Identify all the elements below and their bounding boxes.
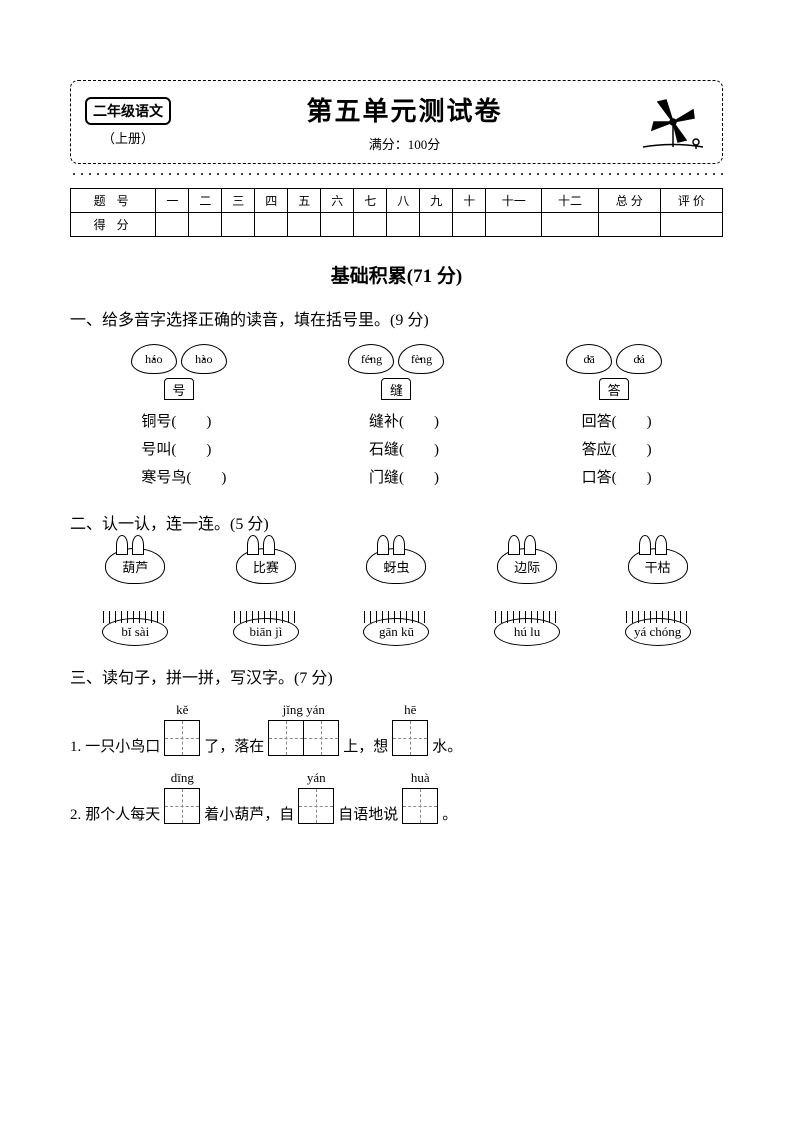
write-box-row (402, 788, 438, 824)
write-box[interactable] (402, 788, 438, 824)
rabbit-shape[interactable]: 干枯 (628, 548, 688, 584)
score-row-values: 得 分 (71, 213, 723, 237)
q3-container: 1.一只小鸟口 kě 了，落在 jǐng yán 上，想 hē 水。 2.那个人每天 dīng 着… (70, 702, 723, 824)
write-box[interactable] (303, 720, 339, 756)
row-label: 题 号 (71, 189, 156, 213)
full-score: 满分：100分 (191, 134, 618, 153)
pot-char: 缝 (381, 378, 411, 400)
cloud: féng (348, 344, 394, 374)
sentence-text: 上，想 (343, 735, 388, 756)
score-row-header: 题 号 一 二 三 四 五 六 七 八 九 十 十一 十二 总 分 评 价 (71, 189, 723, 213)
cloud-group: háo hào 号 (131, 344, 227, 400)
word-item[interactable]: 寒号鸟( ) (141, 464, 226, 492)
sentence-text: 那个人每天 (85, 803, 160, 824)
main-title: 第五单元测试卷 (191, 91, 618, 128)
pinyin-label: jǐng yán (283, 702, 325, 718)
cloud: fèng (398, 344, 444, 374)
sentence-text: 着小葫芦，自 (204, 803, 294, 824)
pinyin-box: jǐng yán (268, 702, 339, 756)
q3-line: 2.那个人每天 dīng 着小葫芦，自 yán 自语地说 huà 。 (70, 770, 723, 824)
line-number: 2. (70, 807, 81, 824)
pinyin-box: dīng (164, 770, 200, 824)
pinyin-box: yán (298, 770, 334, 824)
word-item[interactable]: 石缝( ) (369, 436, 439, 464)
grade-label: 二年级语文 (85, 97, 171, 125)
word-col: 缝补( ) 石缝( ) 门缝( ) (369, 408, 439, 492)
q3-line: 1.一只小鸟口 kě 了，落在 jǐng yán 上，想 hē 水。 (70, 702, 723, 756)
pinyin-label: hē (404, 702, 416, 718)
pinyin-label: huà (411, 770, 430, 786)
pot-char: 号 (164, 378, 194, 400)
rabbit-shape[interactable]: 边际 (497, 548, 557, 584)
bee-shape[interactable]: hú lu (494, 618, 560, 646)
rabbit-shape[interactable]: 葫芦 (105, 548, 165, 584)
word-item[interactable]: 缝补( ) (369, 408, 439, 436)
volume-label: （上册） (85, 128, 171, 147)
bee-shape[interactable]: biān jì (233, 618, 299, 646)
word-item[interactable]: 口答( ) (582, 464, 652, 492)
cloud: dā (566, 344, 612, 374)
cloud: hào (181, 344, 227, 374)
pinyin-box: kě (164, 702, 200, 756)
pinyin-label: yán (307, 770, 326, 786)
write-box[interactable] (298, 788, 334, 824)
grade-box: 二年级语文 （上册） (85, 97, 171, 147)
cloud-group: dā dá 答 (566, 344, 662, 400)
write-box[interactable] (392, 720, 428, 756)
write-box-row (392, 720, 428, 756)
q2-rabbits: 葫芦 比赛 蚜虫 边际 干枯 (70, 548, 723, 584)
rabbit-shape[interactable]: 比赛 (236, 548, 296, 584)
word-item[interactable]: 门缝( ) (369, 464, 439, 492)
sentence-text: 自语地说 (338, 803, 398, 824)
sentence-text: 一只小鸟口 (85, 735, 160, 756)
bee-shape[interactable]: gān kū (363, 618, 429, 646)
write-box[interactable] (164, 788, 200, 824)
pinyin-box: hē (392, 702, 428, 756)
bee-shape[interactable]: bǐ sài (102, 618, 168, 646)
pinyin-label: kě (176, 702, 188, 718)
write-box[interactable] (268, 720, 304, 756)
write-box-row (268, 720, 339, 756)
word-col: 回答( ) 答应( ) 口答( ) (582, 408, 652, 492)
q1-head: 一、给多音字选择正确的读音，填在括号里。(9 分) (70, 306, 723, 330)
q2-bees: bǐ sài biān jì gān kū hú lu yá chóng (70, 618, 723, 646)
write-box-row (164, 788, 200, 824)
line-number: 1. (70, 739, 81, 756)
word-item[interactable]: 铜号( ) (141, 408, 226, 436)
sentence-text: 。 (442, 803, 457, 824)
sentence-text: 了，落在 (204, 735, 264, 756)
divider-dots (70, 170, 723, 178)
write-box-row (164, 720, 200, 756)
windmill-icon (638, 92, 708, 152)
word-item[interactable]: 答应( ) (582, 436, 652, 464)
cloud: háo (131, 344, 177, 374)
write-box[interactable] (164, 720, 200, 756)
header-box: 二年级语文 （上册） 第五单元测试卷 满分：100分 (70, 80, 723, 164)
pinyin-box: huà (402, 770, 438, 824)
write-box-row (298, 788, 334, 824)
cloud: dá (616, 344, 662, 374)
q2-head: 二、认一认，连一连。(5 分) (70, 510, 723, 534)
pinyin-label: dīng (171, 770, 194, 786)
pot-char: 答 (599, 378, 629, 400)
sentence-text: 水。 (432, 735, 462, 756)
cloud-group: féng fèng 缝 (348, 344, 444, 400)
q3-head: 三、读句子，拼一拼，写汉字。(7 分) (70, 664, 723, 688)
section-title: 基础积累(71 分) (70, 261, 723, 288)
score-table: 题 号 一 二 三 四 五 六 七 八 九 十 十一 十二 总 分 评 价 得 … (70, 188, 723, 237)
word-col: 铜号( ) 号叫( ) 寒号鸟( ) (141, 408, 226, 492)
rabbit-shape[interactable]: 蚜虫 (366, 548, 426, 584)
q1-words: 铜号( ) 号叫( ) 寒号鸟( ) 缝补( ) 石缝( ) 门缝( ) 回答(… (70, 408, 723, 492)
row-label: 得 分 (71, 213, 156, 237)
bee-shape[interactable]: yá chóng (625, 618, 691, 646)
word-item[interactable]: 号叫( ) (141, 436, 226, 464)
word-item[interactable]: 回答( ) (582, 408, 652, 436)
title-area: 第五单元测试卷 满分：100分 (191, 91, 618, 153)
q1-clouds-row: háo hào 号 féng fèng 缝 dā dá 答 (70, 344, 723, 400)
